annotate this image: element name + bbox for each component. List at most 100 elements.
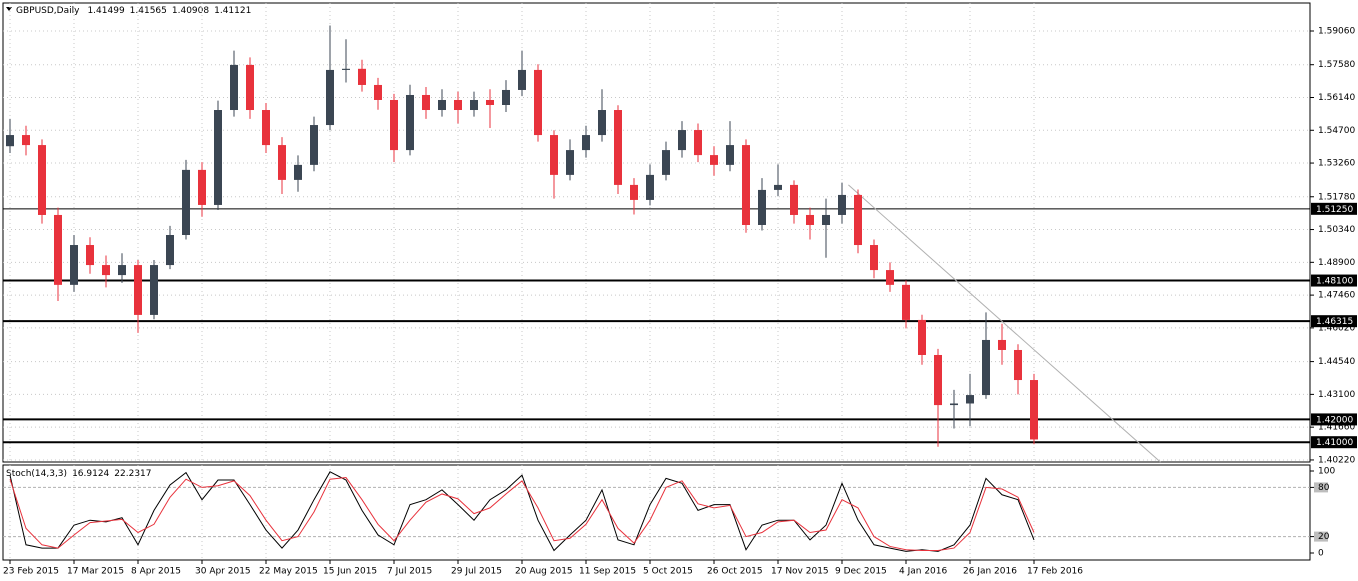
candle-body <box>838 194 846 215</box>
x-tick-label: 23 Feb 2015 <box>3 567 59 577</box>
candle-body <box>310 125 318 165</box>
candle-body <box>854 194 862 246</box>
x-tick-label: 29 Jul 2015 <box>451 567 502 577</box>
candle-body <box>774 184 782 190</box>
candle-body <box>1014 349 1022 381</box>
candle-body <box>806 214 814 225</box>
candle-body <box>998 339 1006 350</box>
x-tick-label: 17 Nov 2015 <box>771 567 829 577</box>
candle-body <box>550 135 558 175</box>
candle-body <box>134 265 142 315</box>
candle-body <box>726 145 734 165</box>
candle-body <box>470 99 478 111</box>
candle-body <box>646 174 654 200</box>
candle-body <box>38 145 46 215</box>
chart-title: GBPUSD,Daily 1.41499 1.41565 1.40908 1.41121 <box>16 6 251 16</box>
y2-tick-label: 100 <box>1318 467 1335 477</box>
x-tick-label: 26 Jan 2016 <box>963 567 1017 577</box>
candle-body <box>918 319 926 355</box>
candle-body <box>294 164 302 180</box>
candle-body <box>54 214 62 285</box>
tick-tag <box>1314 531 1328 542</box>
indicator-line <box>9 471 1035 552</box>
candle-body <box>278 145 286 180</box>
indicator-title: Stoch(14,3,3) 16.9124 22.2317 <box>6 469 152 479</box>
candle-body <box>502 89 510 105</box>
level-tag <box>1311 436 1357 449</box>
x-tick-label: 30 Apr 2015 <box>195 567 251 577</box>
candle-body <box>166 235 174 266</box>
candle-body <box>950 403 958 406</box>
ohlc: 1.41499 <box>87 6 124 16</box>
candle-body <box>198 169 206 205</box>
candle-body <box>6 135 14 147</box>
candle-body <box>118 265 126 276</box>
x-tick-label: 22 May 2015 <box>259 567 318 577</box>
candle-body <box>214 110 222 205</box>
candle-body <box>486 99 494 105</box>
y-tick-label: 1.48900 <box>1318 258 1355 268</box>
candle-body <box>902 284 910 320</box>
indicator-name: Stoch(14,3,3) <box>6 469 67 479</box>
y-tick-label: 1.47460 <box>1318 291 1355 301</box>
candle-body <box>662 150 670 175</box>
candle-body <box>694 130 702 156</box>
y-tick-label: 1.41660 <box>1318 423 1355 433</box>
candle-body <box>230 64 238 111</box>
y-tick-label: 1.51780 <box>1318 192 1355 202</box>
candle-body <box>582 135 590 151</box>
x-tick-label: 17 Feb 2016 <box>1027 567 1083 577</box>
level-tag <box>1311 202 1357 215</box>
level-label: 1.48100 <box>1316 277 1353 287</box>
candle-body <box>982 339 990 396</box>
candle-body <box>934 354 942 406</box>
candle-body <box>102 265 110 276</box>
collapse-icon <box>6 7 12 11</box>
level-label: 1.41000 <box>1316 438 1353 448</box>
candle-body <box>182 169 190 236</box>
x-tick-label: 26 Oct 2015 <box>707 567 763 577</box>
candle-body <box>342 68 350 70</box>
y2-tick-label: 80 <box>1318 483 1330 493</box>
level-tag <box>1311 315 1357 328</box>
ohlc: 1.41565 <box>130 6 167 16</box>
candle-body <box>678 130 686 151</box>
symbol: GBPUSD,Daily <box>16 6 80 16</box>
x-tick-label: 17 Mar 2015 <box>67 567 124 577</box>
candle-body <box>454 99 462 111</box>
y-tick-label: 1.57580 <box>1318 60 1355 70</box>
candle-body <box>534 69 542 136</box>
y-tick-label: 1.53260 <box>1318 159 1355 169</box>
candle-body <box>70 245 78 285</box>
candle-body <box>790 184 798 215</box>
candle-body <box>758 189 766 225</box>
candle-body <box>1030 380 1038 440</box>
candle-body <box>326 69 334 126</box>
x-tick-label: 5 Oct 2015 <box>643 567 693 577</box>
tick-tag <box>1314 482 1328 493</box>
indicator-panel <box>2 464 1311 561</box>
ohlc: 1.40908 <box>172 6 209 16</box>
candle-body <box>150 265 158 315</box>
y-tick-label: 1.56140 <box>1318 93 1355 103</box>
candle-body <box>822 214 830 225</box>
x-tick-label: 8 Apr 2015 <box>131 567 181 577</box>
level-label: 1.42000 <box>1316 415 1353 425</box>
x-tick-label: 11 Sep 2015 <box>579 567 636 577</box>
candle-body <box>246 64 254 111</box>
y-tick-label: 1.40220 <box>1318 455 1355 465</box>
candle-body <box>518 69 526 90</box>
candle-body <box>406 94 414 151</box>
y2-tick-label: 20 <box>1318 532 1330 542</box>
level-label: 1.51250 <box>1316 205 1353 215</box>
main-panel <box>2 2 1311 463</box>
candle-body <box>886 270 894 285</box>
indicator-value: 16.9124 <box>72 469 109 479</box>
candle-body <box>358 68 366 85</box>
candle-body <box>966 395 974 404</box>
y-tick-label: 1.50340 <box>1318 225 1355 235</box>
x-tick-label: 7 Jul 2015 <box>387 567 432 577</box>
y-tick-label: 1.54700 <box>1318 126 1355 136</box>
candle-body <box>422 94 430 111</box>
x-tick-label: 9 Dec 2015 <box>835 567 887 577</box>
